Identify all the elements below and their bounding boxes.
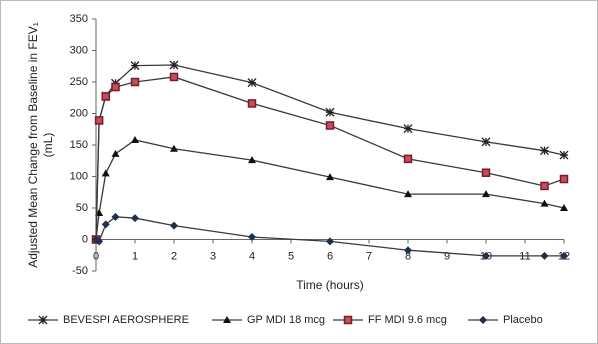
x-tick-label: 0 [93, 250, 99, 262]
data-point [326, 237, 334, 246]
data-point [248, 232, 256, 241]
data-point [170, 221, 178, 230]
data-point [101, 92, 110, 101]
data-point [325, 121, 335, 130]
y-tick-label: 150 [70, 139, 88, 151]
x-axis-title: Time (hours) [296, 278, 364, 292]
y-tick-label: -50 [72, 265, 88, 277]
data-point [111, 82, 120, 92]
data-point [540, 199, 549, 207]
legend-marker [38, 315, 48, 325]
data-point [482, 190, 490, 198]
data-point [247, 78, 257, 88]
y-tick-label: 350 [70, 13, 88, 25]
legend-label: FF MDI 9.6 mcg [368, 314, 447, 326]
data-point [247, 99, 257, 108]
x-tick-label: 2 [171, 250, 177, 262]
y-axis-title-line: Adjusted Mean Change from Baseline in FE… [26, 22, 40, 268]
y-tick-label: 250 [70, 76, 88, 88]
y-tick-label: 200 [70, 107, 88, 119]
x-tick-label: 6 [327, 250, 333, 262]
data-point [169, 60, 179, 70]
data-point [404, 246, 412, 255]
data-point [130, 61, 140, 71]
data-point [94, 116, 104, 125]
data-point [560, 251, 568, 260]
y-axis-title: Adjusted Mean Change from Baseline in FE… [26, 22, 55, 268]
data-point [169, 72, 179, 82]
y-tick-label: 0 [82, 233, 88, 245]
x-tick-label: 8 [405, 250, 411, 262]
legend-marker [223, 316, 231, 323]
data-point [404, 190, 412, 198]
data-point [248, 156, 256, 164]
y-tick-label: 100 [70, 170, 88, 182]
data-point [170, 144, 178, 152]
data-point [540, 251, 549, 260]
x-tick-label: 7 [366, 250, 372, 262]
y-tick-label: 300 [70, 44, 88, 56]
data-point [403, 124, 413, 134]
x-tick-label: 5 [288, 250, 294, 262]
data-point [559, 150, 569, 160]
data-point [540, 181, 549, 191]
data-point [560, 204, 568, 211]
legend-label: BEVESPI AEROSPHERE [63, 314, 189, 326]
legend-marker [343, 315, 353, 325]
legend-label: Placebo [503, 314, 543, 326]
data-point [559, 174, 569, 184]
data-point [101, 169, 110, 177]
legend-label: GP MDI 18 mcg [247, 314, 325, 326]
data-point [326, 173, 334, 181]
data-point [111, 149, 120, 157]
data-point [95, 237, 104, 246]
y-axis-title-line: (mL) [41, 133, 55, 158]
x-tick-label: 4 [249, 250, 255, 262]
x-tick-label: 3 [210, 250, 216, 262]
data-point [131, 214, 139, 223]
data-point [131, 135, 139, 143]
x-tick-label: 9 [444, 250, 450, 262]
data-point [481, 137, 491, 147]
data-point [325, 107, 335, 117]
legend-marker [479, 316, 487, 324]
data-point [540, 146, 549, 156]
data-point [481, 168, 491, 177]
data-point [101, 220, 110, 229]
x-tick-label: 1 [132, 250, 138, 262]
data-point [130, 77, 140, 87]
y-tick-label: 50 [76, 202, 88, 214]
data-point [111, 212, 120, 221]
data-point [403, 154, 413, 164]
data-point [482, 251, 490, 260]
series-line [95, 139, 565, 240]
